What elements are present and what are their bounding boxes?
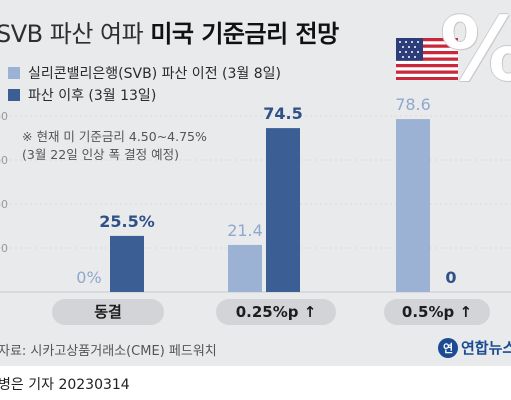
data-label-before-0: 0% [76, 268, 101, 287]
y-tick-label: 60 [0, 154, 8, 167]
data-label-after-1: 74.5 [263, 104, 302, 123]
chart-panel: SVB 파산 여파 미국 기준금리 전망 실리콘밸리은행(SVB) 파산 이전 … [0, 0, 511, 366]
legend-item-before: 실리콘밸리은행(SVB) 파산 이전 (3월 8일) [8, 62, 281, 84]
us-flag-icon [396, 38, 458, 80]
bar-before-2 [396, 119, 430, 292]
legend-label-before: 실리콘밸리은행(SVB) 파산 이전 (3월 8일) [28, 66, 281, 82]
category-pill-50bp: 0.5%p ↑ [384, 299, 490, 325]
y-tick-label: 20 [0, 242, 8, 255]
bar-before-1 [228, 244, 262, 292]
data-label-before-2: 78.6 [395, 95, 431, 114]
logo-mark: 연 [438, 337, 458, 358]
source-text: 자료: 시카고상품거래소(CME) 페드워치 [0, 344, 217, 359]
credit-name: 병은 기자 [0, 377, 54, 393]
title-bold: 미국 기준금리 전망 [150, 20, 339, 48]
percent-symbol: % [440, 6, 511, 94]
bar-after-1 [266, 128, 300, 292]
note-line-1: ※ 현재 미 기준금리 4.50~4.75% [22, 129, 207, 144]
data-label-after-2: 0 [445, 268, 456, 287]
data-label-before-1: 21.4 [227, 221, 263, 240]
chart-note: ※ 현재 미 기준금리 4.50~4.75% (3월 22일 인상 폭 결정 예… [22, 128, 207, 164]
legend: 실리콘밸리은행(SVB) 파산 이전 (3월 8일) 파산 이후 (3월 13일… [8, 62, 281, 106]
legend-swatch-after [8, 89, 20, 101]
yonhap-logo: 연 연합뉴스 [438, 337, 511, 358]
credit-date: 20230314 [58, 377, 130, 393]
legend-swatch-before [8, 67, 20, 79]
data-label-after-0: 25.5% [99, 212, 155, 231]
category-pill-hold: 동결 [52, 299, 164, 325]
y-tick-label: 80 [0, 110, 8, 123]
legend-item-after: 파산 이후 (3월 13일) [8, 84, 281, 106]
logo-text: 연합뉴스 [461, 339, 511, 357]
bar-chart: 20 40 60 80 0% 21.4 78.6 25.5% 74.5 0 [0, 95, 511, 293]
bar-after-0 [110, 235, 144, 292]
y-tick-label: 40 [0, 198, 8, 211]
note-line-2: (3월 22일 인상 폭 결정 예정) [22, 147, 179, 162]
legend-label-after: 파산 이후 (3월 13일) [28, 88, 157, 104]
chart-title: SVB 파산 여파 미국 기준금리 전망 [0, 14, 339, 49]
category-pill-25bp: 0.25%p ↑ [216, 299, 336, 325]
credit-line: 병은 기자 20230314 [0, 374, 130, 394]
title-light: SVB 파산 여파 [0, 20, 151, 48]
